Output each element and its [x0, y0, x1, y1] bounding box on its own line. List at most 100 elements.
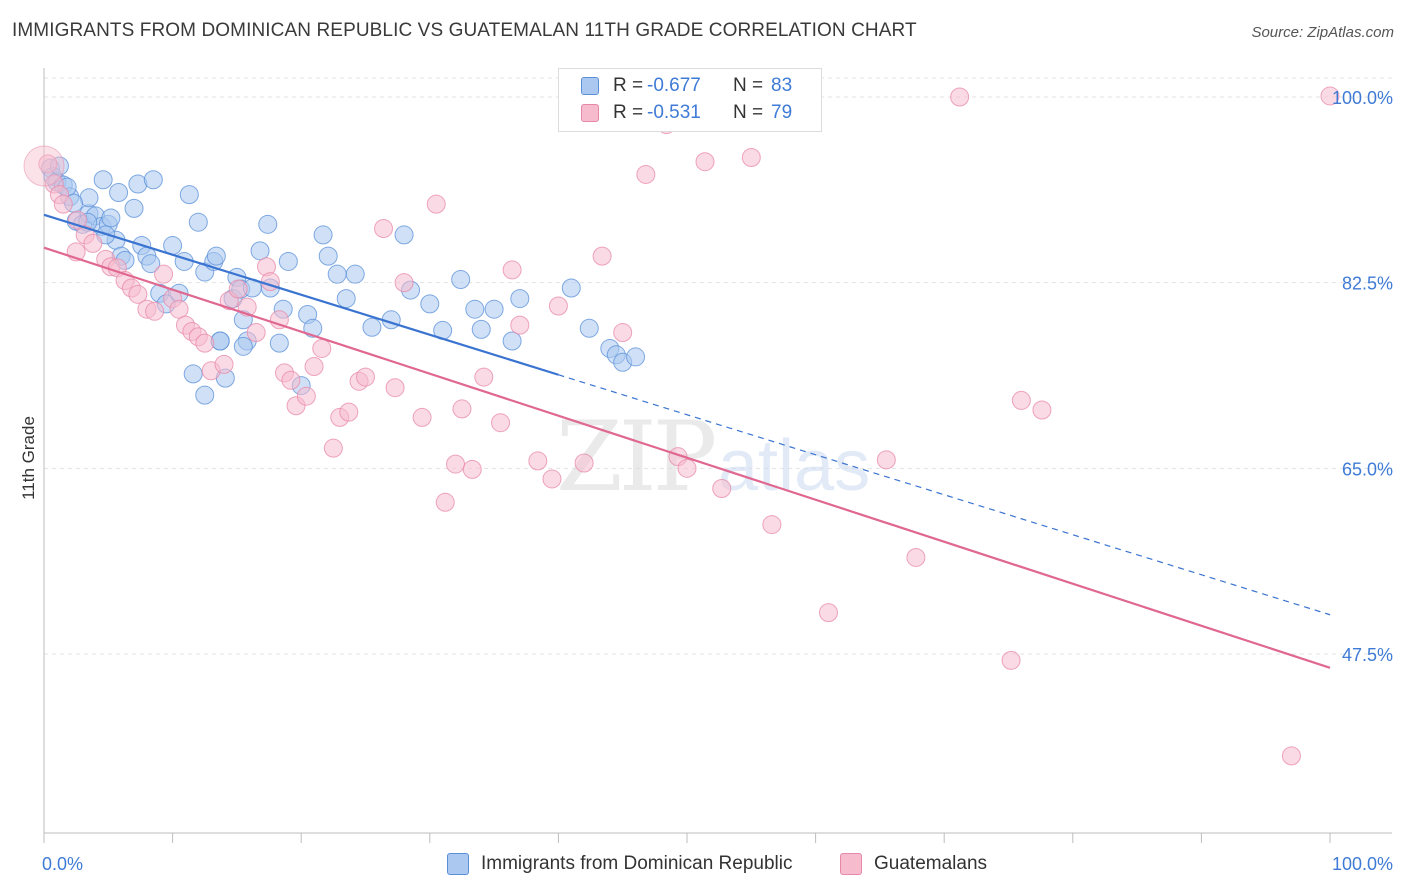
point-dominican — [362, 317, 382, 337]
point-dominican — [278, 251, 298, 271]
point-dominican — [141, 254, 161, 274]
point-guatemalan — [426, 194, 446, 214]
point-guatemalan — [228, 279, 248, 299]
point-dominican — [420, 294, 440, 314]
point-guatemalan — [195, 333, 215, 353]
x-tick-label: 0.0% — [42, 854, 83, 874]
label-layer: 47.5% 65.0% 82.5% 100.0% 0.0% 100.0% 11th Grad… — [19, 88, 1393, 874]
point-dominican — [124, 198, 144, 218]
point-guatemalan — [906, 547, 926, 567]
point-dominican — [561, 278, 581, 298]
point-dominican — [471, 319, 491, 339]
point-dominican — [195, 385, 215, 405]
point-guatemalan — [474, 367, 494, 387]
bottom-legend-label: Guatemalans — [874, 853, 988, 874]
point-guatemalan — [339, 402, 359, 422]
point-guatemalan — [154, 264, 174, 284]
point-dominican — [93, 170, 113, 190]
trend-layer — [43, 213, 1331, 669]
point-guatemalan — [592, 246, 612, 266]
point-dominican — [269, 333, 289, 353]
x-tick-label: 100.0% — [1332, 854, 1393, 874]
point-guatemalan — [394, 273, 414, 293]
point-guatemalan — [613, 323, 633, 343]
point-guatemalan — [281, 370, 301, 390]
point-guatemalan — [1011, 390, 1031, 410]
point-dominican — [394, 225, 414, 245]
point-guatemalan — [412, 407, 432, 427]
point-guatemalan — [636, 164, 656, 184]
point-dominican — [206, 246, 226, 266]
legend-r-value: -0.677 — [647, 75, 701, 96]
point-guatemalan — [38, 154, 58, 174]
point-dominican — [179, 185, 199, 205]
legend-r-label: R = — [613, 102, 644, 123]
y-tick-label: 47.5% — [1342, 645, 1393, 665]
point-dominican — [313, 225, 333, 245]
legend-swatch-dominican — [581, 77, 599, 95]
point-guatemalan — [741, 147, 761, 167]
trend-line-guatemalan — [43, 246, 1331, 669]
point-dominican — [451, 269, 471, 289]
legend-n-value: 79 — [771, 102, 793, 123]
point-guatemalan — [677, 458, 697, 478]
y-tick-label: 100.0% — [1332, 88, 1393, 108]
point-guatemalan — [385, 378, 405, 398]
point-guatemalan-large — [23, 145, 65, 187]
point-guatemalan — [876, 450, 896, 470]
point-guatemalan — [145, 301, 165, 321]
point-guatemalan — [304, 356, 324, 376]
legend-swatch-guatemalan — [581, 104, 599, 122]
point-dominican — [101, 208, 121, 228]
point-guatemalan — [1320, 86, 1340, 106]
point-guatemalan — [818, 603, 838, 623]
point-guatemalan — [502, 260, 522, 280]
point-dominican — [109, 182, 129, 202]
point-guatemalan — [446, 454, 466, 474]
point-dominican — [250, 241, 270, 261]
bottom-legend-swatch-guatemalan — [840, 853, 862, 875]
legend-n-value: 83 — [771, 75, 793, 96]
point-guatemalan — [452, 399, 472, 419]
chart-source: Source: ZipAtlas.com — [1251, 24, 1394, 41]
legend-n-label: N = — [733, 75, 764, 96]
legend-r-value: -0.531 — [647, 102, 701, 123]
axis-layer — [43, 68, 1392, 843]
point-guatemalan — [574, 453, 594, 473]
point-guatemalan — [246, 323, 266, 343]
y-tick-label: 82.5% — [1342, 274, 1393, 294]
point-guatemalan — [491, 413, 511, 433]
point-guatemalan — [323, 438, 343, 458]
point-dominican — [345, 264, 365, 284]
point-guatemalan — [462, 459, 482, 479]
point-dominican — [336, 289, 356, 309]
point-guatemalan — [169, 299, 189, 319]
point-guatemalan — [548, 296, 568, 316]
bottom-legend-label: Immigrants from Dominican Republic — [481, 853, 793, 874]
y-tick-label: 65.0% — [1342, 459, 1393, 479]
point-dominican — [327, 264, 347, 284]
point-dominican — [579, 318, 599, 338]
point-guatemalan — [712, 478, 732, 498]
point-guatemalan — [435, 492, 455, 512]
point-guatemalan — [950, 87, 970, 107]
point-dominican — [188, 212, 208, 232]
point-guatemalan — [53, 194, 73, 214]
point-dominican — [318, 246, 338, 266]
point-dominican — [502, 331, 522, 351]
point-guatemalan — [1032, 400, 1052, 420]
point-guatemalan — [269, 310, 289, 330]
points-layer — [23, 86, 1340, 766]
point-guatemalan — [1001, 650, 1021, 670]
chart-title: IMMIGRANTS FROM DOMINICAN REPUBLIC VS GU… — [12, 20, 917, 41]
y-axis-title: 11th Grade — [19, 416, 38, 500]
bottom-legend-swatch-dominican — [447, 853, 469, 875]
trend-line-dominican — [43, 213, 559, 376]
point-guatemalan — [128, 284, 148, 304]
point-guatemalan — [762, 515, 782, 535]
trend-line-dominican-extension — [558, 374, 1331, 616]
point-guatemalan — [528, 451, 548, 471]
point-dominican — [484, 299, 504, 319]
stats-legend: R = -0.677 N = 83 R = -0.531 N = 79 — [558, 68, 822, 132]
